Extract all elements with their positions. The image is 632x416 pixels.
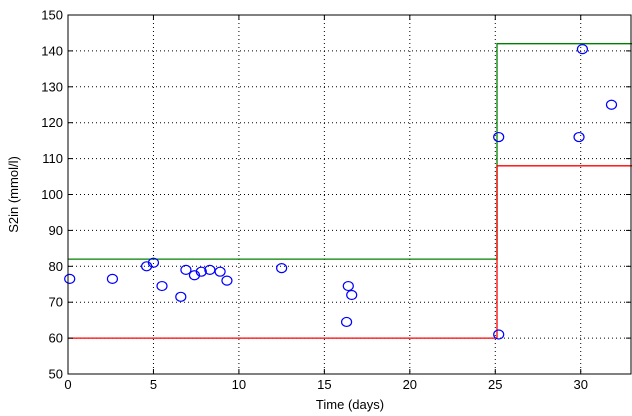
data-point [493,131,505,143]
data-point [106,273,119,284]
y-tick-label: 90 [49,223,63,238]
y-tick-label: 120 [41,115,63,130]
axis-ticks: 0 5 10 15 20 25 30 50 60 70 80 90 100 110 120 130 140 150 [41,8,631,392]
data-point [605,99,618,110]
green-step-line [68,43,632,260]
data-point [180,264,192,275]
step-lines [68,43,632,339]
data-point [346,289,358,301]
y-tick-label: 130 [41,79,63,94]
y-axis-label: S2in (mmol/l) [6,156,21,233]
x-axis-label: Time (days) [316,397,384,412]
data-point [576,44,589,55]
data-point [195,266,207,277]
x-tick-label: 25 [488,377,502,392]
x-tick-label: 30 [573,377,587,392]
x-tick-label: 10 [232,377,246,392]
y-tick-label: 100 [41,187,63,202]
x-tick-label: 0 [64,377,71,392]
x-tick-label: 5 [150,377,157,392]
x-tick-label: 15 [317,377,331,392]
y-tick-label: 150 [41,8,63,23]
data-point [214,266,226,277]
data-point [342,280,354,292]
data-point [64,273,76,284]
y-tick-label: 60 [49,331,63,346]
y-tick-label: 110 [42,151,63,166]
y-tick-label: 50 [49,367,63,382]
y-tick-label: 80 [49,259,63,274]
data-point [221,275,233,286]
data-point [493,329,505,340]
y-tick-label: 140 [41,43,63,58]
red-step-line [68,165,632,339]
data-point [156,280,168,292]
data-point [276,262,288,274]
scatter-points [64,44,618,340]
y-tick-label: 70 [49,295,63,310]
data-point [573,131,585,143]
data-point [147,257,160,268]
data-point [175,291,187,302]
grid [68,15,632,374]
data-point [340,316,353,328]
x-tick-label: 20 [403,377,417,392]
